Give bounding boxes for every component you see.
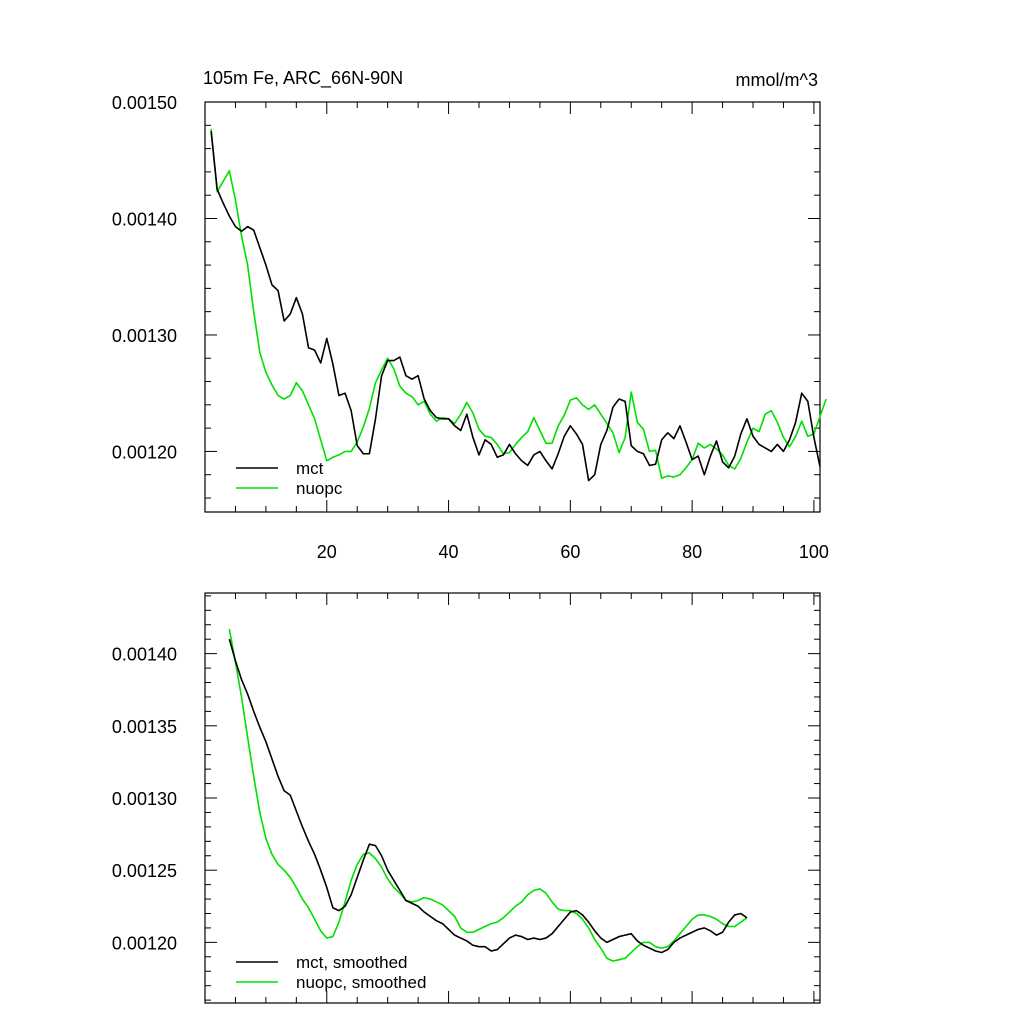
plot2-series-mct-smoothed xyxy=(228,638,748,954)
chart-title: 105m Fe, ARC_66N-90N xyxy=(203,68,403,89)
plot2-ytick-label: 0.00130 xyxy=(112,789,177,809)
plot1-xtick-label: 80 xyxy=(682,542,702,562)
plot2-ytick-label: 0.00125 xyxy=(112,861,177,881)
plot1-series-mct xyxy=(210,131,821,482)
plot1-legend-label: nuopc xyxy=(296,479,343,498)
plot2-frame xyxy=(204,592,821,1004)
plot2-ytick-label: 0.00135 xyxy=(112,717,177,737)
plot1-ytick-label: 0.00120 xyxy=(112,442,177,462)
plot2-ytick-label: 0.00120 xyxy=(112,933,177,953)
plot2-series-nuopc-smoothed xyxy=(228,628,748,962)
plot1-xtick-label: 60 xyxy=(560,542,580,562)
plot1-ytick-label: 0.00150 xyxy=(112,93,177,113)
plot2-legend-label: mct, smoothed xyxy=(296,953,408,972)
plot1-ytick-label: 0.00140 xyxy=(112,209,177,229)
plot1-legend-label: mct xyxy=(296,459,324,478)
plot1-series-nuopc xyxy=(210,128,827,480)
plot1-frame xyxy=(204,101,821,513)
plot1-xtick-label: 20 xyxy=(317,542,337,562)
chart-units: mmol/m^3 xyxy=(736,70,818,90)
plot1-xtick-label: 100 xyxy=(799,542,829,562)
plot2-ytick-label: 0.00140 xyxy=(112,645,177,665)
plot1-xtick-label: 40 xyxy=(439,542,459,562)
plot2-legend-label: nuopc, smoothed xyxy=(296,973,426,992)
plot1-ytick-label: 0.00130 xyxy=(112,326,177,346)
